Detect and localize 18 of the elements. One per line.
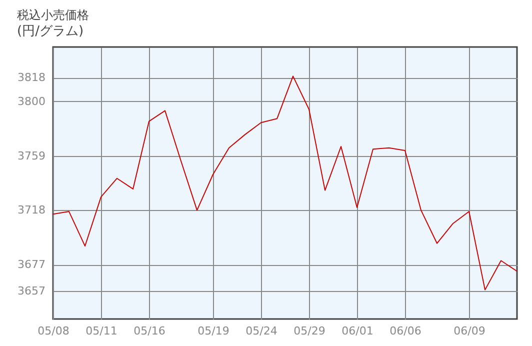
y-tick-label: 3800 <box>18 94 46 108</box>
y-tick-label: 3818 <box>18 71 46 84</box>
x-tick-label: 05/16 <box>134 324 166 338</box>
x-tick-label: 05/19 <box>198 324 230 338</box>
chart-title: 税込小売価格 <box>17 8 90 22</box>
chart-subtitle: (円/グラム) <box>17 24 84 39</box>
x-tick-label: 05/11 <box>86 324 118 338</box>
x-tick-label: 06/09 <box>454 324 486 338</box>
line-series <box>52 76 518 290</box>
x-tick-label: 05/29 <box>294 324 326 338</box>
x-tick-label: 06/01 <box>342 324 374 338</box>
y-tick-label: 3657 <box>18 284 46 298</box>
x-tick-label: 06/06 <box>390 324 422 338</box>
y-tick-label: 3759 <box>18 149 46 162</box>
y-tick-label: 3677 <box>18 258 46 272</box>
x-tick-label: 05/08 <box>38 324 70 338</box>
x-tick-label: 05/24 <box>246 324 278 338</box>
y-tick-label: 3718 <box>18 204 46 217</box>
